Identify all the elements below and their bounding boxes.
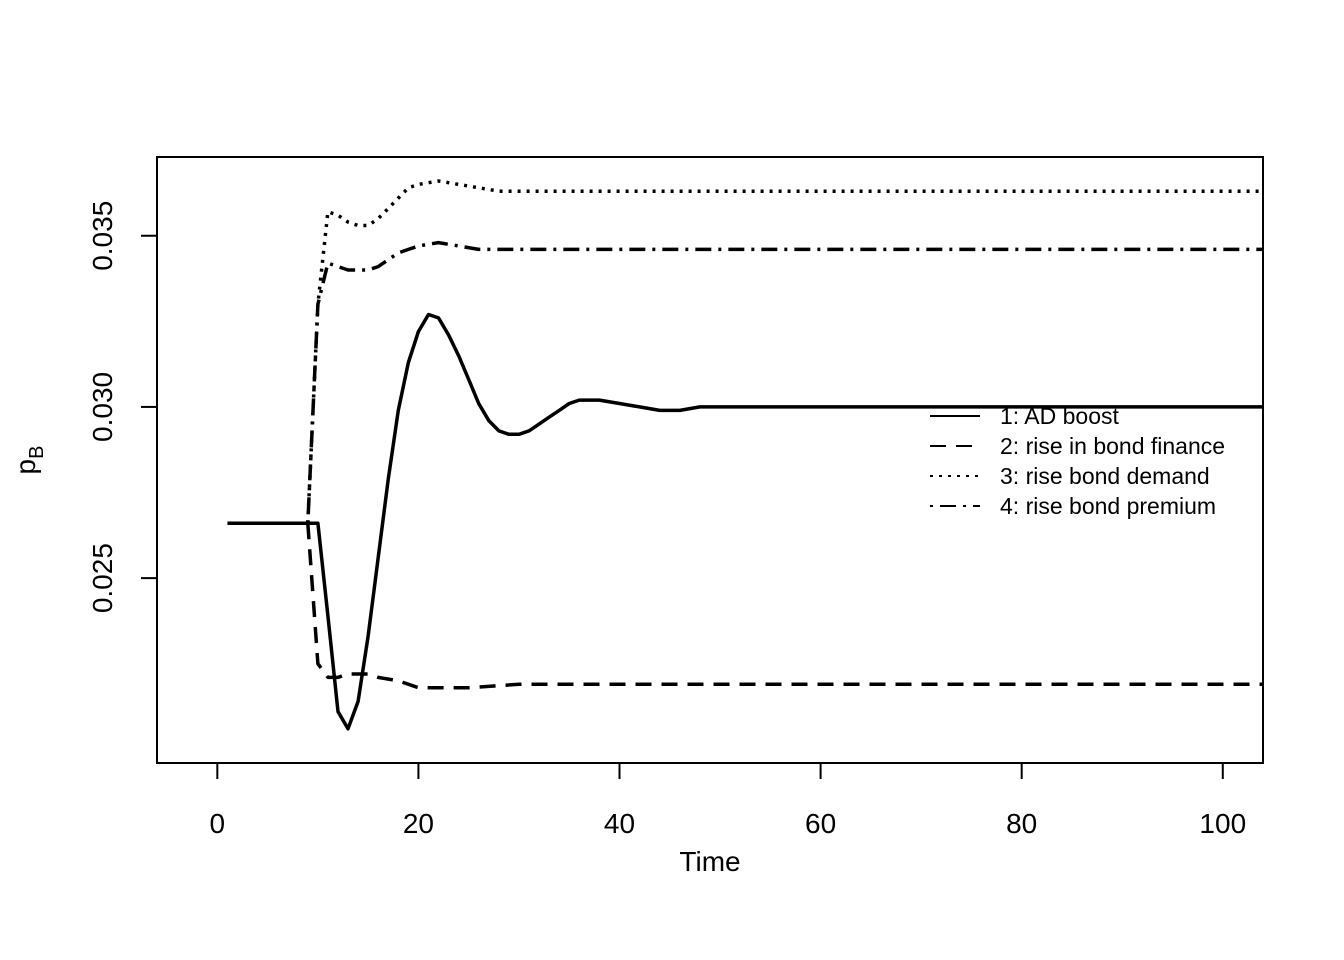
y-tick-label: 0.035 (87, 201, 118, 271)
legend-label-3: 3: rise bond demand (1000, 463, 1210, 489)
series-lines (227, 179, 1263, 731)
x-tick-label: 20 (403, 808, 434, 839)
legend-label-2: 2: rise in bond finance (1000, 433, 1225, 459)
legend-label-4: 4: rise bond premium (1000, 493, 1216, 519)
y-axis-label-main: p (10, 459, 41, 475)
y-axis-label: pB (10, 446, 48, 475)
x-axis: 0 20 40 60 80 100 (210, 762, 1246, 839)
series-line-3 (306, 179, 1263, 524)
series-line-4 (306, 240, 1263, 524)
x-tick-label: 40 (604, 808, 635, 839)
x-tick-label: 60 (805, 808, 836, 839)
y-axis: 0.025 0.030 0.035 (87, 201, 158, 613)
x-axis-label: Time (679, 846, 740, 877)
legend-label-1: 1: AD boost (1000, 403, 1120, 429)
x-tick-label: 0 (210, 808, 226, 839)
series-line-2 (306, 523, 1263, 690)
legend: 1: AD boost 2: rise in bond finance 3: ris… (930, 403, 1225, 519)
y-tick-label: 0.030 (87, 372, 118, 442)
x-tick-label: 100 (1199, 808, 1246, 839)
y-tick-label: 0.025 (87, 543, 118, 613)
x-tick-label: 80 (1006, 808, 1037, 839)
y-axis-label-subscript: B (26, 446, 48, 459)
svg-text:pB: pB (10, 446, 48, 475)
series-line-1 (227, 312, 1263, 731)
